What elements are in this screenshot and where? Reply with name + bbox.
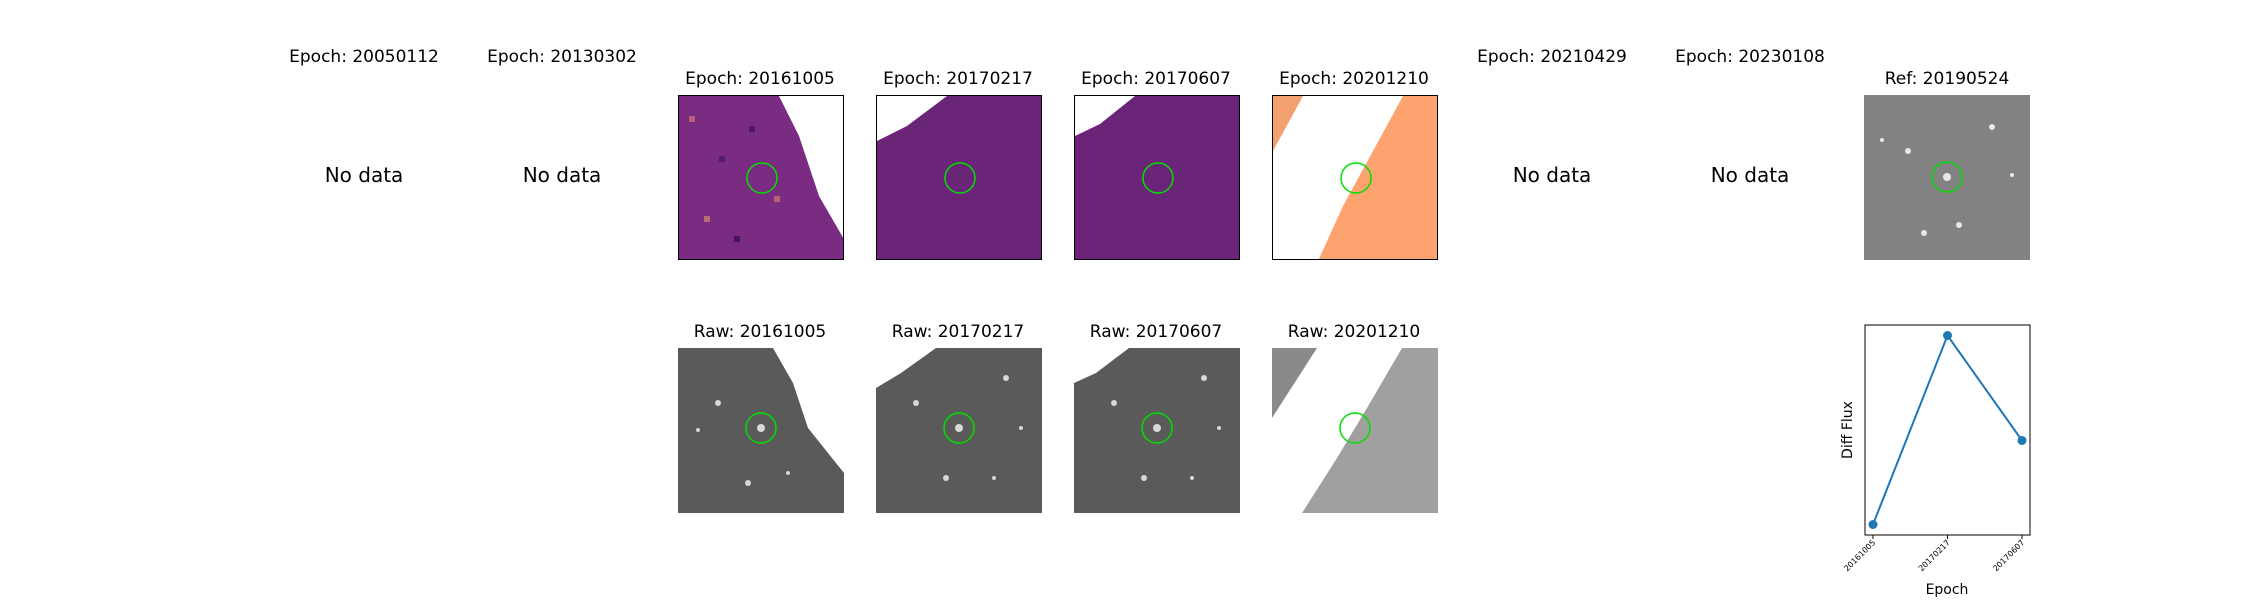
- data-point: [1943, 331, 1952, 340]
- target-circle: [1340, 162, 1372, 194]
- epoch-title-4: Epoch: 20170217: [883, 69, 1033, 89]
- epoch-title-2: Epoch: 20130302: [487, 47, 637, 67]
- raw-image-20170607: [1074, 348, 1240, 513]
- ref-title: Ref: 20190524: [1884, 69, 2010, 89]
- raw-title-1: Raw: 20161005: [693, 322, 827, 342]
- target-circle: [1141, 412, 1173, 444]
- raw-title-3: Raw: 20170607: [1089, 322, 1223, 342]
- epoch-title-7: Epoch: 20210429: [1477, 47, 1627, 67]
- data-point: [2017, 436, 2027, 445]
- diff-image-20170217: [876, 95, 1042, 260]
- reference-image: [1864, 95, 2030, 260]
- x-tick-label: 20170607: [1991, 538, 2026, 573]
- epoch-title-1: Epoch: 20050112: [289, 47, 439, 67]
- target-circle: [746, 162, 778, 194]
- target-circle: [944, 162, 976, 194]
- x-axis-label: Epoch: [1926, 582, 1969, 598]
- no-data-label-1: No data: [324, 163, 404, 187]
- raw-image-20161005: [678, 348, 844, 513]
- x-tick-label: 20170217: [1917, 538, 1952, 573]
- diff-image-20170607: [1074, 95, 1240, 260]
- target-circle: [1339, 412, 1371, 444]
- raw-image-20170217: [876, 348, 1042, 513]
- target-circle: [1142, 162, 1174, 194]
- target-circle: [1931, 161, 1963, 193]
- x-tick-label: 20161005: [1842, 538, 1877, 573]
- diff-image-20161005: [678, 95, 844, 260]
- target-circle: [745, 412, 777, 444]
- raw-title-2: Raw: 20170217: [891, 322, 1025, 342]
- series-line: [1872, 333, 2023, 525]
- raw-image-20201210: [1272, 348, 1438, 513]
- plot-frame: [1864, 324, 2031, 536]
- epoch-title-6: Epoch: 20201210: [1279, 69, 1429, 89]
- y-axis-label: Diff Flux: [1840, 401, 1856, 459]
- data-point: [1868, 520, 1878, 529]
- no-data-label-7: No data: [1512, 163, 1592, 187]
- raw-title-4: Raw: 20201210: [1287, 322, 1421, 342]
- epoch-title-3: Epoch: 20161005: [685, 69, 835, 89]
- no-data-label-2: No data: [522, 163, 602, 187]
- noise-layer: [689, 116, 780, 242]
- no-data-label-8: No data: [1710, 163, 1790, 187]
- light-curve-chart: 20161005 20170217 20170607 Diff Flux Epoch: [1840, 324, 2031, 598]
- epoch-title-5: Epoch: 20170607: [1081, 69, 1231, 89]
- target-circle: [943, 412, 975, 444]
- epoch-title-8: Epoch: 20230108: [1675, 47, 1825, 67]
- diff-image-20201210: [1272, 95, 1438, 260]
